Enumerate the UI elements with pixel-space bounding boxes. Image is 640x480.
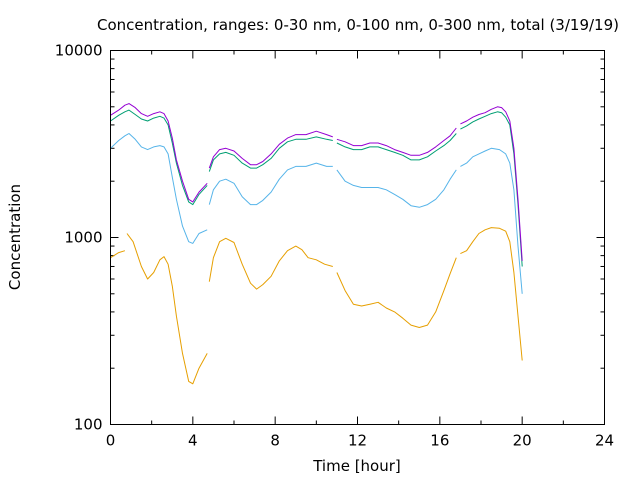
series-line-segment xyxy=(208,162,333,206)
y-tick-label: 100 xyxy=(74,416,103,434)
series-2 xyxy=(110,133,523,294)
series-line-segment xyxy=(110,250,126,259)
series-line-segment xyxy=(126,233,208,385)
series-line-segment xyxy=(336,169,457,208)
series-line-segment xyxy=(110,103,208,203)
x-tick-label: 20 xyxy=(513,432,532,450)
y-axis-ticks: 100 1000 10000 xyxy=(55,42,605,434)
x-tick-label: 12 xyxy=(348,432,367,450)
series-line-segment xyxy=(110,109,208,206)
y-axis-title: Concentration xyxy=(6,184,24,290)
series-3 xyxy=(110,109,523,267)
x-tick-label: 16 xyxy=(430,432,449,450)
series-line-segment xyxy=(208,130,333,169)
series-line-segment xyxy=(336,133,457,161)
y-tick-label: 1000 xyxy=(64,229,102,247)
series-line-segment xyxy=(208,237,333,290)
x-tick-label: 8 xyxy=(270,432,280,450)
series-line-segment xyxy=(336,127,457,156)
plot-frame xyxy=(110,50,605,425)
series-line-segment xyxy=(460,227,523,361)
y-tick-label: 10000 xyxy=(55,42,103,60)
x-tick-label: 0 xyxy=(106,432,116,450)
series-line-segment xyxy=(460,111,523,267)
series-line-segment xyxy=(208,136,333,172)
series-1 xyxy=(110,227,523,385)
series-layer xyxy=(110,103,523,385)
x-axis-ticks: 0 4 8 12 16 20 24 xyxy=(106,50,614,450)
chart-title: Concentration, ranges: 0-30 nm, 0-100 nm… xyxy=(97,16,619,34)
series-line-segment xyxy=(460,147,523,294)
x-tick-label: 4 xyxy=(188,432,198,450)
series-line-segment xyxy=(460,106,523,261)
series-line-segment xyxy=(110,133,208,244)
series-line-segment xyxy=(336,257,457,328)
series-4 xyxy=(110,103,523,261)
x-axis-title: Time [hour] xyxy=(312,457,401,475)
x-tick-label: 24 xyxy=(595,432,614,450)
